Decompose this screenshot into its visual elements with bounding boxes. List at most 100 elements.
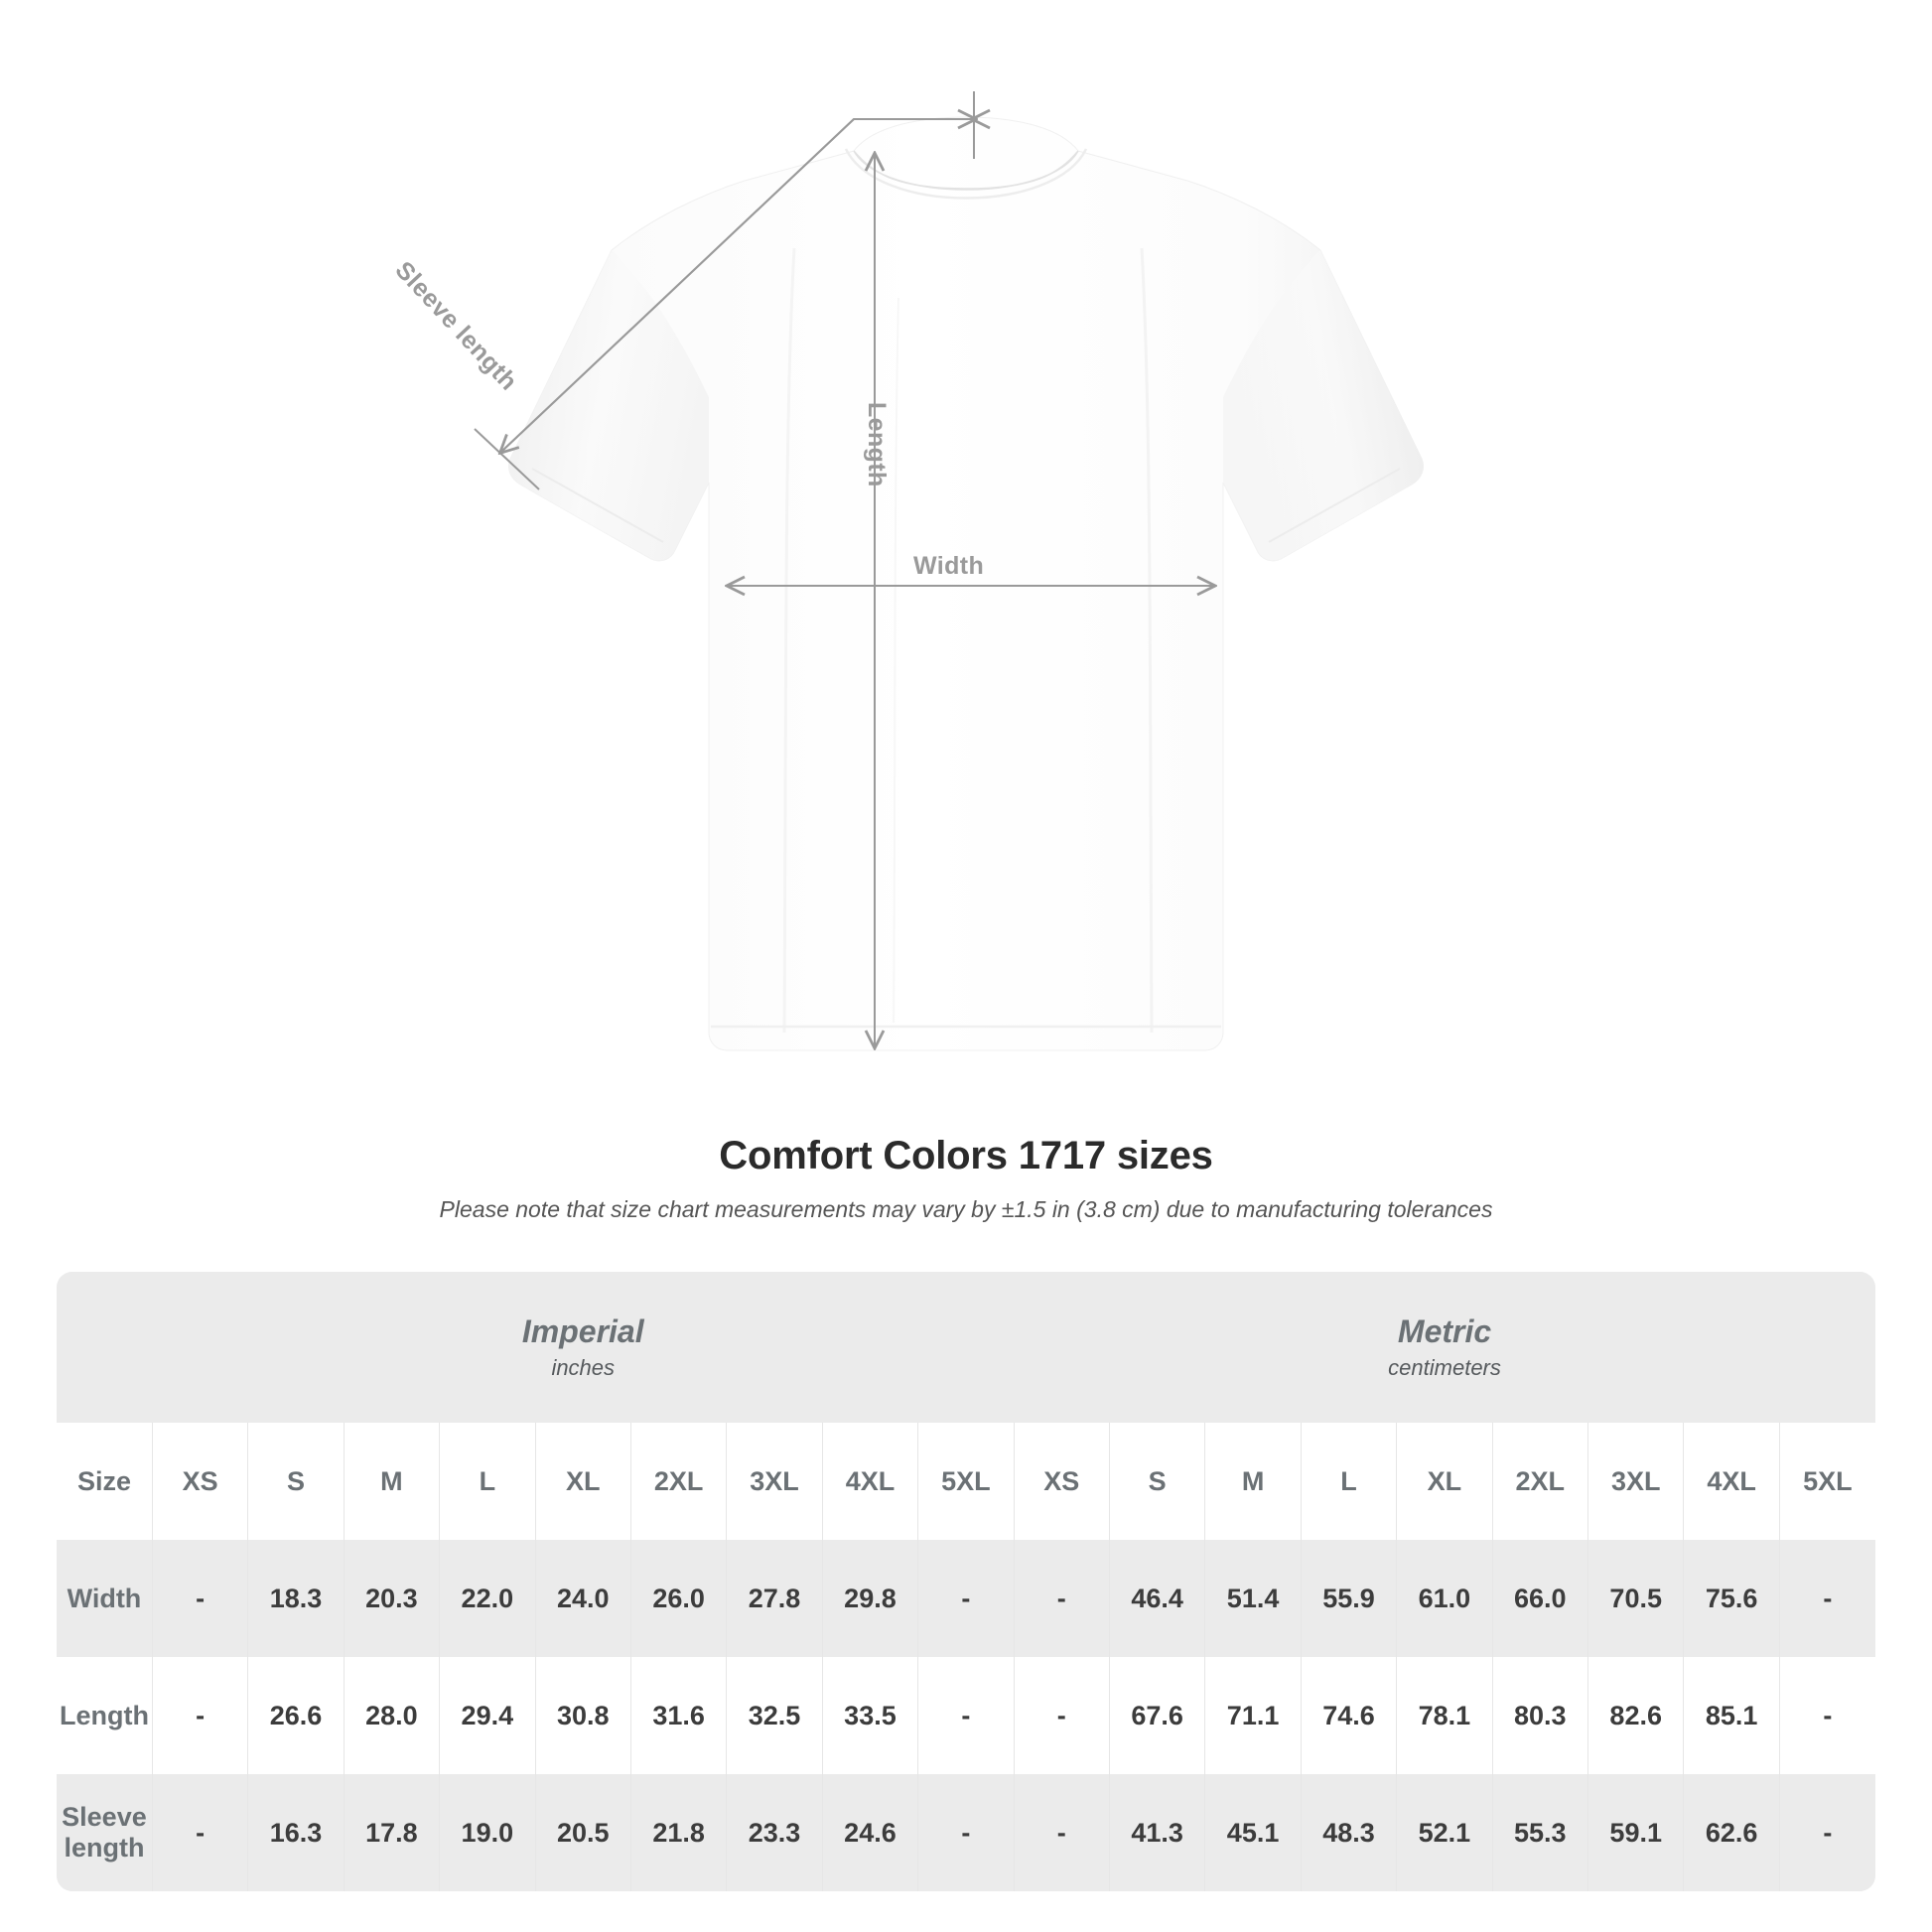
length-metric-5xl: - (1778, 1657, 1875, 1774)
length-metric-xl: 78.1 (1396, 1657, 1493, 1774)
sleeve-imperial-5xl: - (917, 1774, 1015, 1891)
size-header-label: Size (57, 1423, 153, 1540)
sleeve-metric-2xl: 55.3 (1491, 1774, 1588, 1891)
right-sleeve-hem (1268, 468, 1401, 543)
row-label-length: Length (57, 1657, 153, 1774)
size-header-imperial-m: M (343, 1423, 440, 1540)
sleeve-metric-xs: - (1013, 1774, 1110, 1891)
sleeve-imperial-2xl: 21.8 (629, 1774, 727, 1891)
size-header-metric-l: L (1300, 1423, 1397, 1540)
length-imperial-s: 26.6 (247, 1657, 345, 1774)
size-header-imperial-3xl: 3XL (726, 1423, 823, 1540)
width-imperial-4xl: 29.8 (821, 1540, 918, 1657)
width-imperial-2xl: 26.0 (629, 1540, 727, 1657)
width-metric-3xl: 70.5 (1587, 1540, 1684, 1657)
row-label-width: Width (57, 1540, 153, 1657)
width-metric-4xl: 75.6 (1683, 1540, 1780, 1657)
size-header-metric-s: S (1108, 1423, 1205, 1540)
metric-unit-sub: centimeters (1388, 1354, 1501, 1380)
length-metric-s: 67.6 (1108, 1657, 1205, 1774)
width-imperial-xl: 24.0 (534, 1540, 631, 1657)
sleeve-metric-l: 48.3 (1300, 1774, 1397, 1891)
size-header-imperial-xs: XS (151, 1423, 248, 1540)
length-metric-m: 71.1 (1204, 1657, 1302, 1774)
length-imperial-m: 28.0 (343, 1657, 440, 1774)
size-header-metric-xs: XS (1013, 1423, 1110, 1540)
imperial-unit-name: Imperial (521, 1312, 644, 1349)
title-block: Comfort Colors 1717 sizes Please note th… (0, 1132, 1932, 1225)
sleeve-imperial-4xl: 24.6 (821, 1774, 918, 1891)
length-metric-l: 74.6 (1300, 1657, 1397, 1774)
sleeve-imperial-s: 16.3 (247, 1774, 345, 1891)
imperial-unit-sub: inches (551, 1354, 616, 1380)
width-imperial-l: 22.0 (439, 1540, 536, 1657)
tolerance-note: Please note that size chart measurements… (439, 1196, 1493, 1222)
width-metric-5xl: - (1778, 1540, 1875, 1657)
sleeve-metric-5xl: - (1778, 1774, 1875, 1891)
length-imperial-l: 29.4 (439, 1657, 536, 1774)
length-imperial-xs: - (151, 1657, 248, 1774)
size-header-imperial-l: L (439, 1423, 536, 1540)
page-title: Comfort Colors 1717 sizes (719, 1134, 1213, 1177)
size-header-imperial-s: S (247, 1423, 345, 1540)
width-metric-xl: 61.0 (1396, 1540, 1493, 1657)
size-header-imperial-2xl: 2XL (629, 1423, 727, 1540)
sleeve-metric-s: 41.3 (1108, 1774, 1205, 1891)
table-row: Sleeve length - 16.3 17.8 19.0 20.5 21.8… (57, 1774, 1875, 1891)
width-dimension-label: Width (913, 552, 985, 580)
width-metric-2xl: 66.0 (1491, 1540, 1588, 1657)
row-label-sleeve-length: Sleeve length (57, 1774, 153, 1891)
length-metric-xs: - (1013, 1657, 1110, 1774)
size-header-metric-2xl: 2XL (1491, 1423, 1588, 1540)
width-metric-m: 51.4 (1204, 1540, 1302, 1657)
size-table-container: Imperial inches Metric centimeters Size … (57, 1272, 1875, 1891)
table-row: Width - 18.3 20.3 22.0 24.0 26.0 27.8 29… (57, 1540, 1875, 1657)
imperial-unit-header: Imperial inches (152, 1272, 1015, 1423)
width-metric-s: 46.4 (1108, 1540, 1205, 1657)
left-sleeve-hem (531, 468, 664, 543)
width-imperial-5xl: - (917, 1540, 1015, 1657)
length-imperial-4xl: 33.5 (821, 1657, 918, 1774)
size-header-metric-xl: XL (1396, 1423, 1493, 1540)
width-metric-xs: - (1013, 1540, 1110, 1657)
width-imperial-m: 20.3 (343, 1540, 440, 1657)
width-metric-l: 55.9 (1300, 1540, 1397, 1657)
tshirt-body (507, 116, 1425, 1051)
sleeve-metric-xl: 52.1 (1396, 1774, 1493, 1891)
size-header-metric-3xl: 3XL (1587, 1423, 1684, 1540)
width-imperial-xs: - (151, 1540, 248, 1657)
size-header-metric-4xl: 4XL (1683, 1423, 1780, 1540)
length-imperial-3xl: 32.5 (726, 1657, 823, 1774)
width-imperial-s: 18.3 (247, 1540, 345, 1657)
size-header-metric-5xl: 5XL (1778, 1423, 1875, 1540)
sleeve-imperial-l: 19.0 (439, 1774, 536, 1891)
length-metric-2xl: 80.3 (1491, 1657, 1588, 1774)
length-imperial-2xl: 31.6 (629, 1657, 727, 1774)
table-row: Length - 26.6 28.0 29.4 30.8 31.6 32.5 3… (57, 1657, 1875, 1774)
sleeve-metric-m: 45.1 (1204, 1774, 1302, 1891)
sleeve-length-diagonal (501, 118, 855, 452)
unit-banner-spacer (57, 1272, 153, 1423)
sleeve-imperial-xl: 20.5 (534, 1774, 631, 1891)
length-dimension-label: Length (863, 402, 891, 487)
metric-unit-name: Metric (1397, 1312, 1492, 1349)
tshirt-diagram: Sleeve length Length Width (390, 91, 1425, 1051)
width-imperial-3xl: 27.8 (726, 1540, 823, 1657)
size-header-metric-m: M (1204, 1423, 1302, 1540)
tshirt-collar (853, 150, 1079, 191)
sleeve-imperial-xs: - (151, 1774, 248, 1891)
metric-unit-header: Metric centimeters (1014, 1272, 1875, 1423)
size-header-row: Size XS S M L XL 2XL 3XL 4XL 5XL XS S M … (57, 1423, 1875, 1540)
sleeve-metric-4xl: 62.6 (1683, 1774, 1780, 1891)
measurement-guides (474, 91, 1213, 1046)
length-imperial-5xl: - (917, 1657, 1015, 1774)
length-metric-3xl: 82.6 (1587, 1657, 1684, 1774)
tshirt-illustration (474, 91, 1425, 1051)
length-imperial-xl: 30.8 (534, 1657, 631, 1774)
unit-banner-row: Imperial inches Metric centimeters (57, 1272, 1875, 1423)
size-header-imperial-xl: XL (534, 1423, 631, 1540)
sleeve-metric-3xl: 59.1 (1587, 1774, 1684, 1891)
sleeve-end-tick (474, 428, 540, 490)
fold-line-center (893, 297, 899, 1024)
